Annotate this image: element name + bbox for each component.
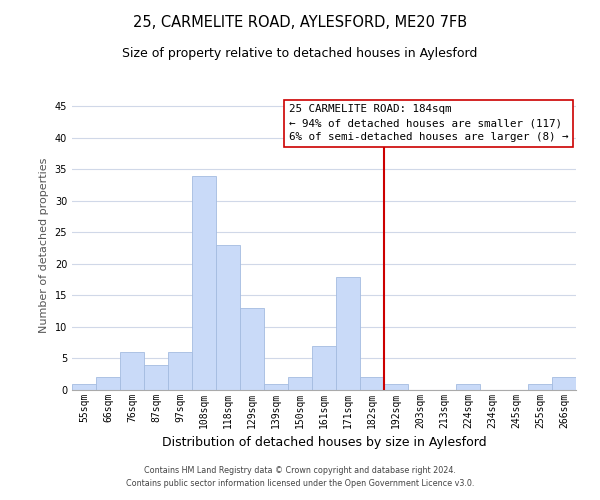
Bar	[216, 245, 240, 390]
Text: 25, CARMELITE ROAD, AYLESFORD, ME20 7FB: 25, CARMELITE ROAD, AYLESFORD, ME20 7FB	[133, 15, 467, 30]
Text: Contains HM Land Registry data © Crown copyright and database right 2024.
Contai: Contains HM Land Registry data © Crown c…	[126, 466, 474, 487]
Text: 25 CARMELITE ROAD: 184sqm
← 94% of detached houses are smaller (117)
6% of semi-: 25 CARMELITE ROAD: 184sqm ← 94% of detac…	[289, 104, 568, 142]
Bar	[168, 352, 192, 390]
Bar	[264, 384, 288, 390]
Bar	[312, 346, 336, 390]
Bar	[288, 378, 312, 390]
Bar	[552, 378, 576, 390]
Bar	[96, 378, 120, 390]
Bar	[192, 176, 216, 390]
Bar	[120, 352, 144, 390]
Y-axis label: Number of detached properties: Number of detached properties	[39, 158, 49, 332]
Bar	[144, 365, 168, 390]
X-axis label: Distribution of detached houses by size in Aylesford: Distribution of detached houses by size …	[161, 436, 487, 450]
Bar	[528, 384, 552, 390]
Bar	[384, 384, 408, 390]
Bar	[456, 384, 480, 390]
Bar	[72, 384, 96, 390]
Text: Size of property relative to detached houses in Aylesford: Size of property relative to detached ho…	[122, 48, 478, 60]
Bar	[240, 308, 264, 390]
Bar	[336, 276, 360, 390]
Bar	[360, 378, 384, 390]
